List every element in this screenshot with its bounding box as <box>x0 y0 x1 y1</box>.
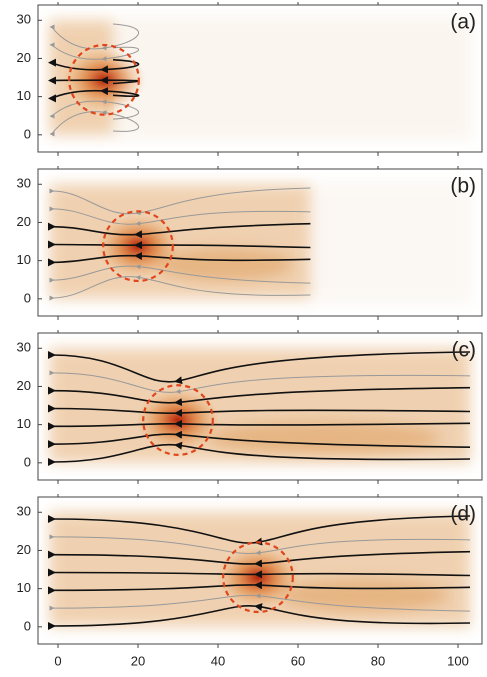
streamline <box>47 603 471 631</box>
y-tick-label: 30 <box>17 504 31 519</box>
plot-area <box>47 509 472 632</box>
streamline <box>48 87 140 103</box>
y-tick-label: 10 <box>17 416 31 431</box>
streamline <box>49 370 471 394</box>
y-tick-label: 10 <box>17 252 31 267</box>
panel-label: (d) <box>450 503 476 526</box>
x-tick-label: 60 <box>291 653 305 668</box>
streamline <box>47 222 311 239</box>
y-tick-label: 20 <box>17 378 31 393</box>
streamline <box>49 187 311 216</box>
y-tick-label: 30 <box>17 12 31 27</box>
panel-label: (a) <box>450 11 476 34</box>
panel: 0 10 20 30 (c) <box>17 330 483 484</box>
y-tick-label: 0 <box>24 618 31 633</box>
y-tick-label: 20 <box>17 214 31 229</box>
streamline <box>47 240 311 250</box>
y-tick-label: 30 <box>17 176 31 191</box>
x-tick-label: 40 <box>211 653 225 668</box>
flow-blob <box>207 422 441 455</box>
marker-circle <box>102 210 174 283</box>
marker-circle <box>68 43 140 116</box>
panel-frame <box>37 332 483 481</box>
streamline <box>47 419 471 431</box>
x-tick-label: 0 <box>54 653 61 668</box>
streamline <box>47 430 471 449</box>
panel-label: (c) <box>452 339 477 362</box>
streamline <box>47 550 471 568</box>
y-tick-label: 20 <box>17 50 31 65</box>
panel: 0 10 20 30 (b) <box>17 166 483 320</box>
panel-label: (b) <box>450 175 476 198</box>
marker-circle <box>142 384 214 456</box>
marker-circle <box>222 541 294 614</box>
y-tick-label: 0 <box>24 454 31 469</box>
x-tick-label: 100 <box>447 653 469 668</box>
plot-area <box>47 345 472 468</box>
panel: 0 10 20 30 (a) <box>17 2 483 156</box>
panel: 0 10 20 30 0 20 40 60 80 100 (d) <box>17 494 483 668</box>
streamline <box>48 76 140 85</box>
streamline <box>47 581 471 595</box>
streamline <box>47 252 311 267</box>
hotspot <box>136 388 220 452</box>
streamline <box>49 275 311 301</box>
streamline <box>47 350 471 385</box>
streamline <box>49 206 311 226</box>
panel-frame <box>37 4 483 153</box>
y-tick-label: 0 <box>24 126 31 141</box>
streamline <box>47 386 471 407</box>
hotspot <box>216 545 300 609</box>
streamline <box>47 568 471 579</box>
streamline <box>47 441 471 467</box>
streamline <box>47 404 471 417</box>
x-tick-label: 80 <box>371 653 385 668</box>
y-tick-label: 10 <box>17 88 31 103</box>
y-tick-label: 0 <box>24 290 31 305</box>
x-tick-label: 20 <box>131 653 145 668</box>
plot-area <box>48 17 472 140</box>
y-tick-label: 10 <box>17 580 31 595</box>
streamline <box>49 264 311 284</box>
streamline <box>49 110 139 137</box>
y-tick-label: 20 <box>17 542 31 557</box>
panel-frame <box>37 168 483 317</box>
plot-area <box>47 181 472 304</box>
y-tick-label: 30 <box>17 340 31 355</box>
flow-blob <box>279 579 449 612</box>
flow-blob <box>155 248 294 281</box>
panel-frame <box>37 496 483 645</box>
